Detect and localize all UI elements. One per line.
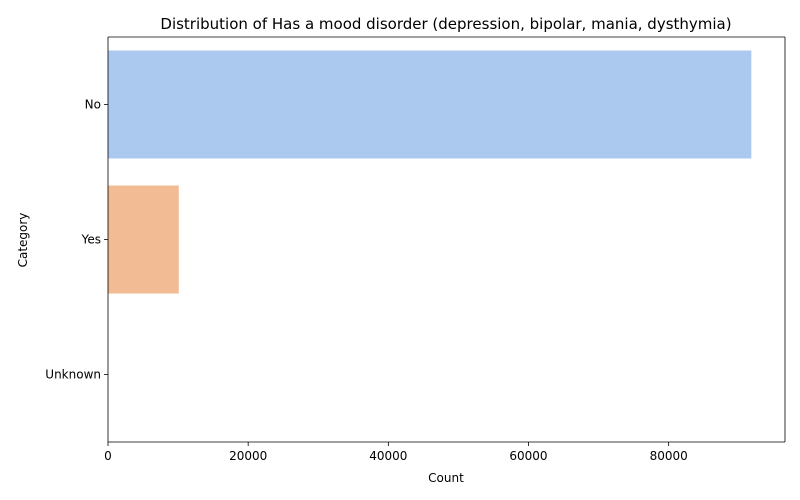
x-ticks-group: 0 20000 40000 60000 80000	[104, 442, 688, 463]
x-tick-label-40000: 40000	[369, 449, 407, 463]
x-tick-label-80000: 80000	[650, 449, 688, 463]
x-tick-label-0: 0	[104, 449, 112, 463]
bar-no	[108, 50, 752, 159]
bar-yes	[108, 185, 179, 294]
x-tick-label-60000: 60000	[509, 449, 547, 463]
bars-group	[108, 50, 752, 294]
y-axis-label: Category	[16, 213, 30, 268]
y-tick-label-yes: Yes	[81, 233, 101, 247]
y-ticks-group: No Yes Unknown	[45, 98, 108, 382]
y-tick-label-unknown: Unknown	[45, 368, 101, 382]
x-axis-label: Count	[428, 471, 464, 485]
x-tick-label-20000: 20000	[229, 449, 267, 463]
y-tick-label-no: No	[85, 98, 101, 112]
chart-title: Distribution of Has a mood disorder (dep…	[160, 15, 731, 33]
